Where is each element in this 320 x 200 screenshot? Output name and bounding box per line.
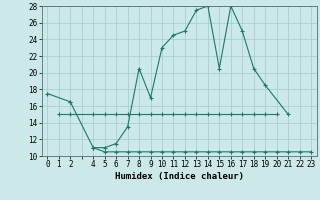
- X-axis label: Humidex (Indice chaleur): Humidex (Indice chaleur): [115, 172, 244, 181]
